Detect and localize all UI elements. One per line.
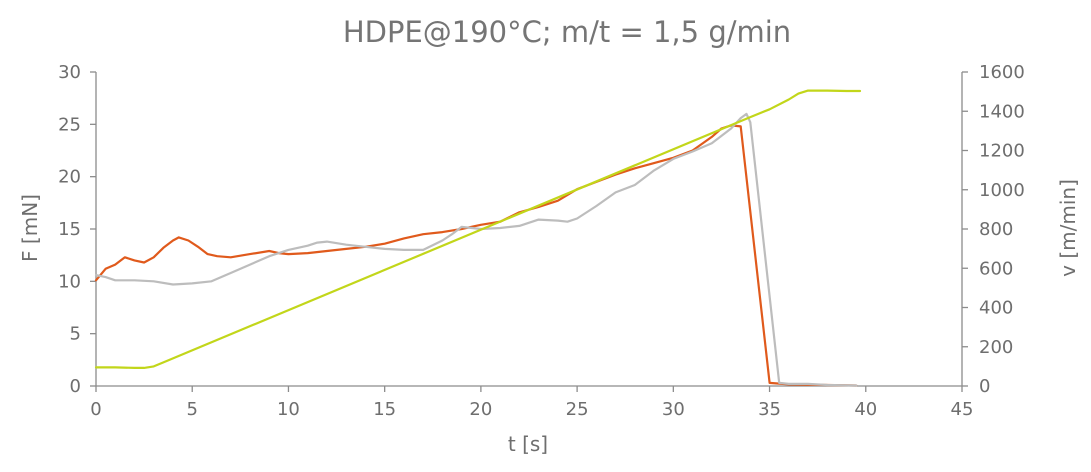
y-right-tick-label: 1600 [979, 62, 1025, 83]
series-line-1 [94, 124, 858, 387]
y-right-tick-label: 1000 [979, 180, 1025, 201]
y-left-tick-label: 15 [58, 219, 81, 240]
y-right-tick-label: 1200 [979, 141, 1025, 162]
plot-area: 0 5 10 15 20 25 30 35 40 450510152025300200400600… [58, 62, 1025, 420]
y-left-tick-label: 0 [70, 376, 81, 397]
x-tick-label: 0 [90, 399, 101, 420]
y-right-tick-label: 1400 [979, 101, 1025, 122]
y-right-tick-label: 400 [979, 298, 1013, 319]
y-right-tick-label: 200 [979, 337, 1013, 358]
y-axis-label-right: v [m/min] [1056, 179, 1080, 277]
x-tick-label: 5 [186, 399, 197, 420]
y-right-tick-label: 0 [979, 376, 990, 397]
chart-title: HDPE@190°C; m/t = 1,5 g/min [343, 15, 791, 49]
x-tick-label: 40 [854, 399, 877, 420]
x-tick-label: 20 [469, 399, 492, 420]
x-tick-label: 25 [566, 399, 589, 420]
y-left-tick-label: 25 [58, 114, 81, 135]
series-line-3 [94, 89, 862, 369]
y-left-tick-label: 5 [70, 324, 81, 345]
x-axis-label: t [s] [508, 432, 548, 456]
y-right-tick-label: 600 [979, 258, 1013, 279]
x-tick-label: 35 [758, 399, 781, 420]
y-axis-label-left: F [mN] [18, 194, 42, 262]
y-left-tick-label: 30 [58, 62, 81, 83]
x-tick-label: 10 [277, 399, 300, 420]
y-left-tick-label: 10 [58, 271, 81, 292]
x-tick-label: 15 [373, 399, 396, 420]
x-tick-label: 45 [951, 399, 974, 420]
y-right-tick-label: 800 [979, 219, 1013, 240]
y-left-tick-label: 20 [58, 167, 81, 188]
series-line-2 [94, 112, 858, 387]
x-tick-label: 30 [662, 399, 685, 420]
